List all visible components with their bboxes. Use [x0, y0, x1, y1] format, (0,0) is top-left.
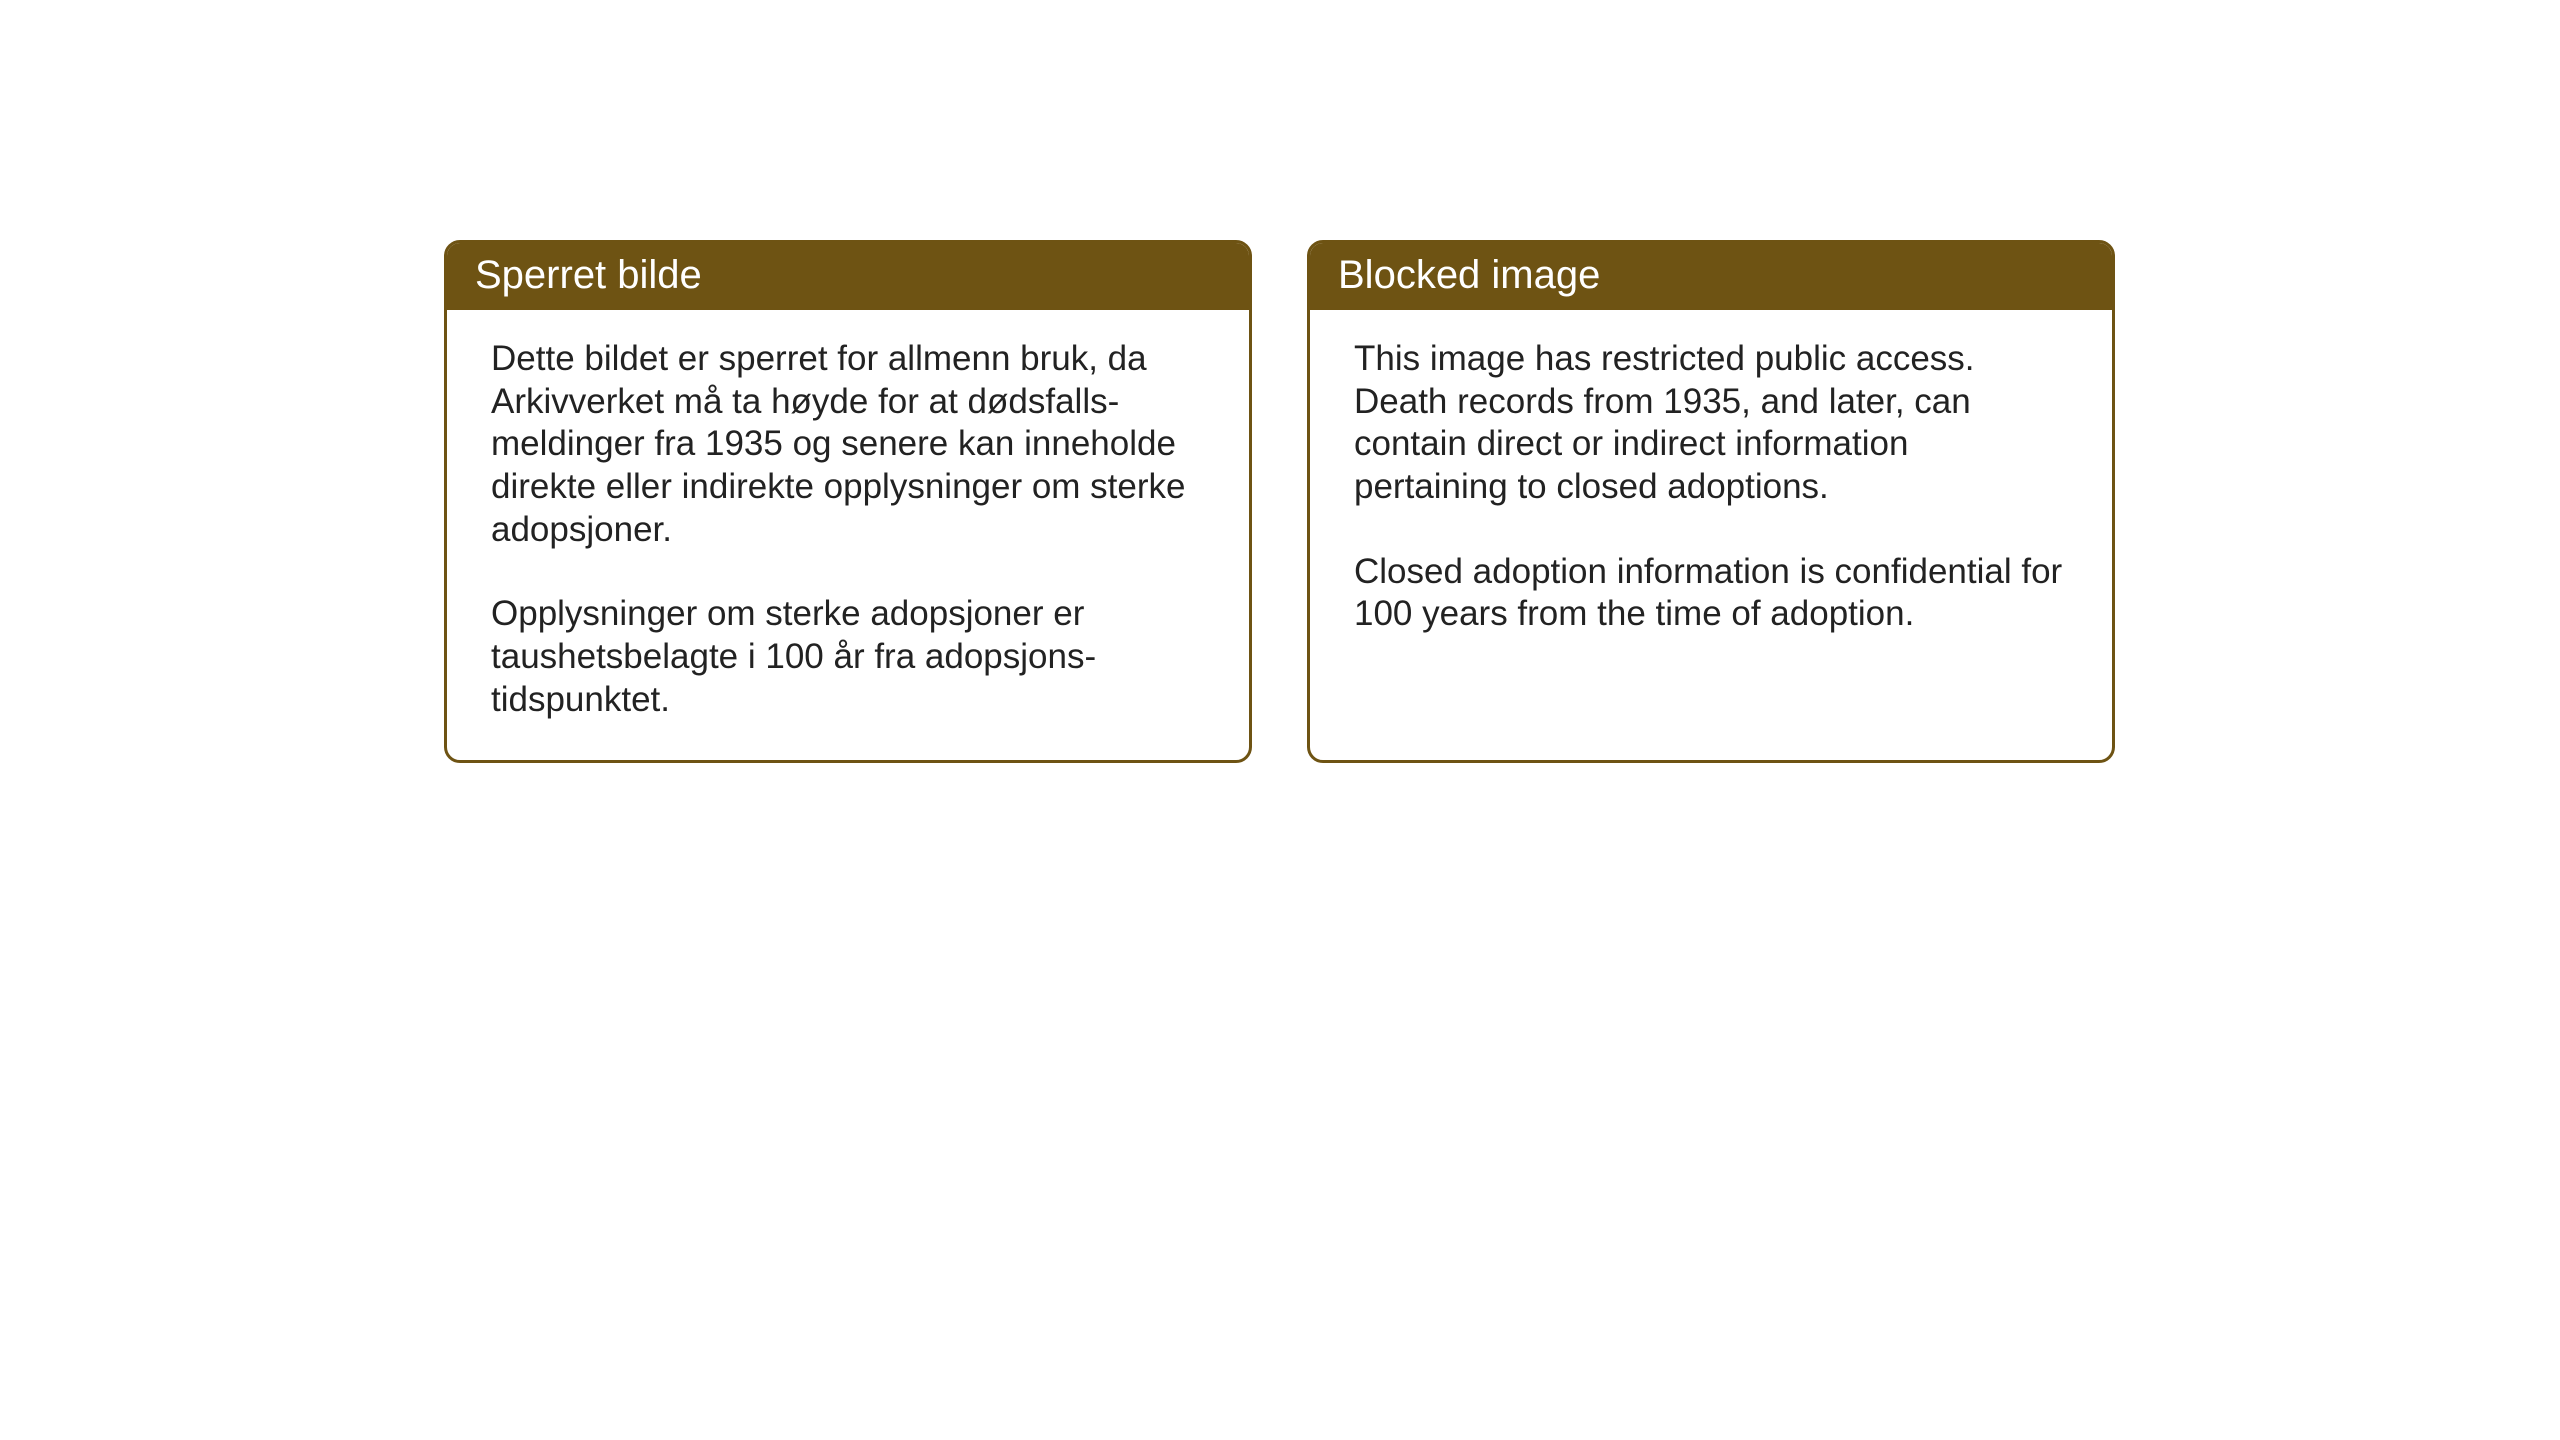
card-body-norwegian: Dette bildet er sperret for allmenn bruk…: [447, 310, 1249, 760]
para2-norwegian: Opplysninger om sterke adopsjoner er tau…: [491, 593, 1205, 721]
para2-english: Closed adoption information is confident…: [1354, 551, 2068, 636]
notice-card-english: Blocked image This image has restricted …: [1307, 240, 2115, 763]
para1-norwegian: Dette bildet er sperret for allmenn bruk…: [491, 338, 1205, 551]
card-title-english: Blocked image: [1310, 243, 2112, 310]
para1-english: This image has restricted public access.…: [1354, 338, 2068, 509]
notice-card-norwegian: Sperret bilde Dette bildet er sperret fo…: [444, 240, 1252, 763]
notice-container: Sperret bilde Dette bildet er sperret fo…: [444, 240, 2115, 763]
card-body-english: This image has restricted public access.…: [1310, 310, 2112, 674]
card-title-norwegian: Sperret bilde: [447, 243, 1249, 310]
